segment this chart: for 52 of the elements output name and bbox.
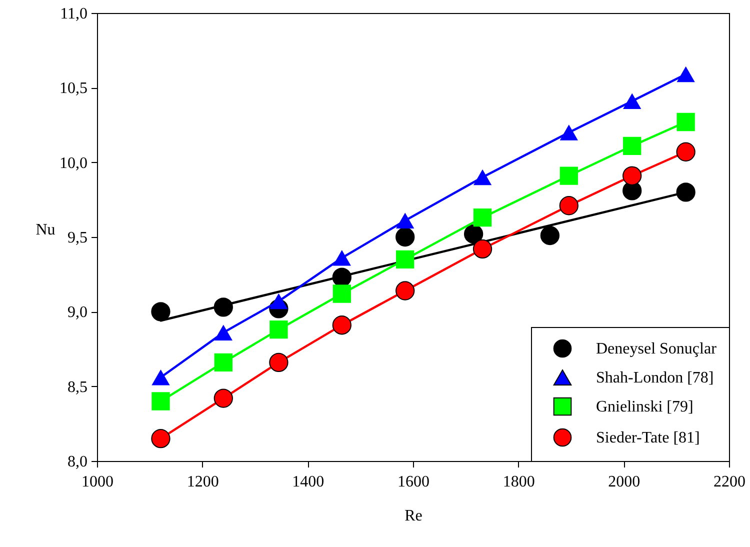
point [269, 352, 288, 372]
point [151, 429, 170, 448]
point [560, 124, 578, 140]
point [151, 302, 170, 322]
x-tick-label: 1800 [502, 474, 535, 490]
point [560, 166, 578, 185]
x-tick-label: 2200 [714, 474, 746, 490]
y-tick-label: 9,5 [68, 230, 88, 246]
point [473, 208, 492, 227]
point [676, 66, 695, 82]
legend-label: Gnielinski [79] [596, 398, 694, 416]
point [464, 224, 484, 244]
point [270, 293, 288, 310]
point [214, 388, 233, 408]
point [152, 370, 170, 386]
point [332, 316, 352, 335]
y-tick-label: 8,5 [68, 378, 88, 396]
y-tick-label: 10,5 [60, 80, 88, 98]
y-tick-label: 9,0 [68, 304, 88, 322]
legend-label: Shah-London [78] [596, 370, 714, 386]
point [676, 142, 696, 162]
x-tick-label: 1600 [398, 474, 430, 490]
point [559, 196, 578, 216]
point [152, 392, 170, 410]
point [332, 284, 351, 303]
legend-label: Sieder-Tate [81] [596, 430, 700, 446]
point [396, 212, 414, 228]
point [396, 281, 415, 300]
y-tick-label: 10,0 [60, 154, 88, 172]
x-tick-label: 1400 [292, 474, 324, 490]
point [214, 353, 232, 372]
point [214, 324, 232, 340]
point [473, 169, 492, 186]
point [623, 93, 642, 109]
y-tick-label: 11,0 [60, 6, 88, 22]
point [332, 250, 351, 266]
point [676, 182, 696, 202]
point [472, 239, 492, 259]
y-tick-label: 8,0 [68, 454, 88, 470]
point [396, 250, 414, 268]
point [270, 320, 288, 339]
legend-label: Deneysel Sonuçlar [596, 340, 718, 358]
point [623, 136, 642, 155]
point [396, 227, 415, 247]
point [676, 112, 695, 132]
x-tick-label: 1200 [186, 474, 219, 490]
y-axis-title: Nu [36, 222, 56, 238]
point [540, 226, 560, 246]
point [622, 166, 642, 186]
x-tick-label: 1000 [82, 474, 114, 490]
x-axis-title: Re [404, 508, 422, 524]
x-tick-label: 2000 [608, 474, 640, 490]
